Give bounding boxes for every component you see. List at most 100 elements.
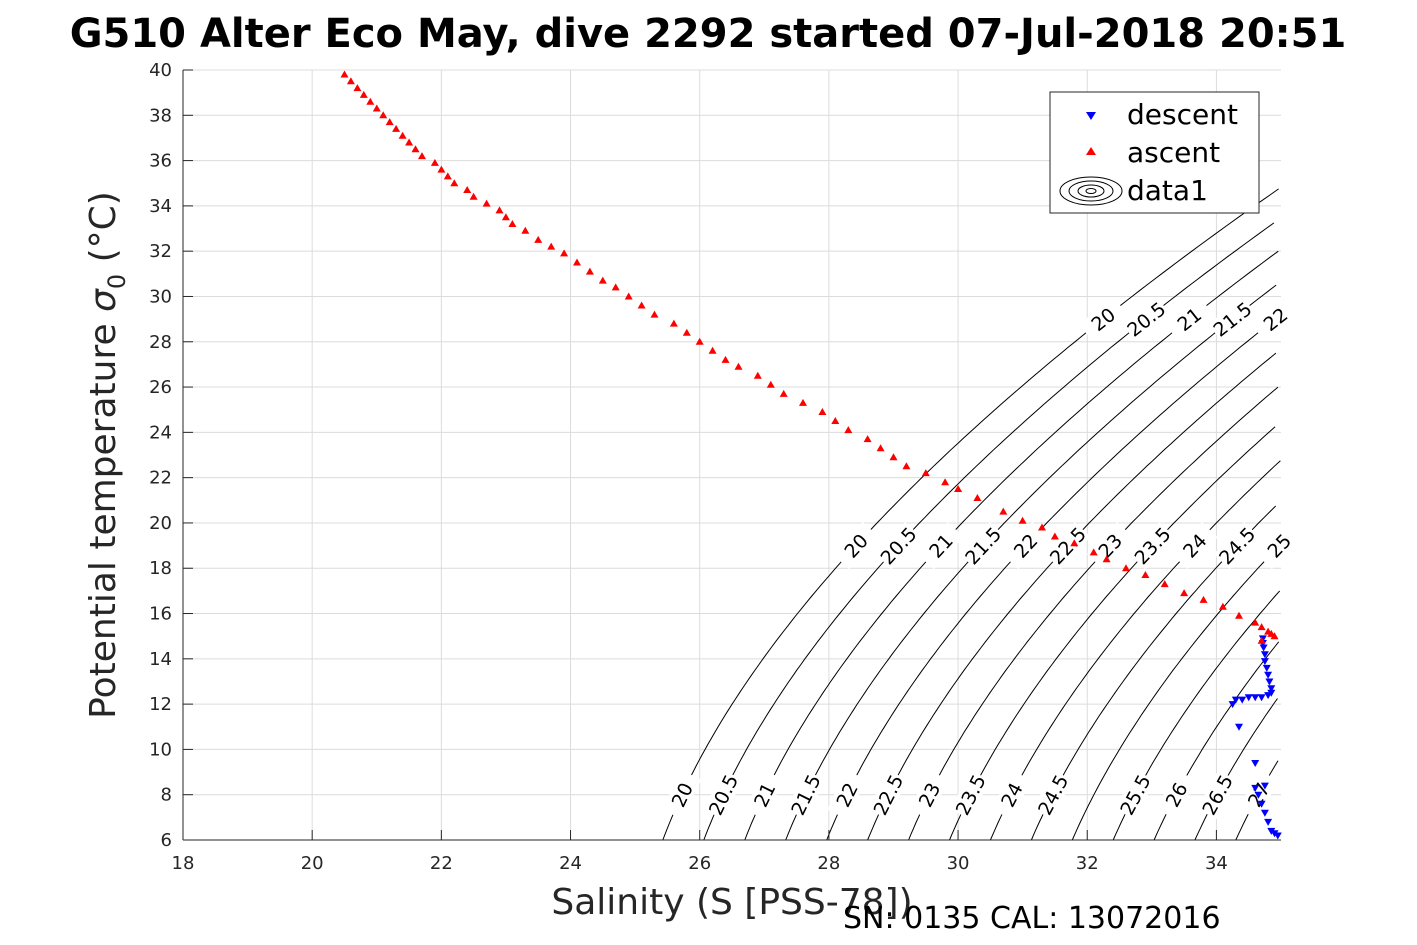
ascent-point-73 bbox=[1257, 636, 1266, 644]
contour-line-3 bbox=[785, 284, 1277, 841]
legend-ascent-marker bbox=[1086, 147, 1096, 155]
ascent-point-26 bbox=[560, 249, 569, 257]
contour-label-bg bbox=[827, 770, 867, 820]
y-tick-label-17: 40 bbox=[149, 60, 172, 81]
descent-point-16 bbox=[1257, 694, 1266, 702]
contour-label-bg bbox=[875, 521, 922, 570]
ascent-point-18 bbox=[469, 192, 478, 200]
x-tick-label-2: 22 bbox=[430, 853, 453, 874]
ascent-point-70 bbox=[1257, 623, 1266, 631]
footer-serial-calibration: SN: 0135 CAL: 13072016 bbox=[843, 901, 1221, 936]
legend-data1-label: data1 bbox=[1127, 174, 1208, 207]
y-tick-label-1: 8 bbox=[161, 785, 172, 806]
descent-point-8 bbox=[1260, 782, 1269, 790]
chart-title: G510 Alter Eco May, dive 2292 started 07… bbox=[70, 11, 1347, 57]
descent-point-24 bbox=[1260, 651, 1269, 659]
x-tick-label-3: 24 bbox=[559, 853, 582, 874]
y-tick-label-12: 30 bbox=[149, 286, 172, 307]
ascent-point-74 bbox=[1270, 632, 1279, 640]
ascent-point-47 bbox=[863, 435, 872, 443]
ascent-point-0 bbox=[340, 70, 349, 78]
x-tick-label-7: 32 bbox=[1076, 853, 1099, 874]
descent-point-18 bbox=[1267, 689, 1276, 697]
descent-point-6 bbox=[1254, 791, 1263, 799]
ascent-point-68 bbox=[1235, 611, 1243, 619]
contour-label-bg bbox=[1122, 296, 1171, 342]
ascent-point-20 bbox=[495, 206, 504, 214]
contour-label-mid-4: 22 bbox=[1002, 522, 1049, 570]
x-tick-label-0: 18 bbox=[172, 853, 195, 874]
descent-point-22 bbox=[1262, 664, 1271, 672]
ascent-point-36 bbox=[695, 337, 704, 345]
descent-point-4 bbox=[1260, 809, 1269, 817]
ascent-series bbox=[340, 70, 1279, 644]
y-axis-label-unit: (°C) bbox=[83, 191, 124, 274]
contour-label-bg bbox=[868, 770, 908, 820]
ascent-point-24 bbox=[534, 235, 543, 243]
ascent-point-62 bbox=[1122, 564, 1130, 572]
ascent-point-59 bbox=[1070, 539, 1079, 547]
y-tick-label-7: 20 bbox=[149, 513, 172, 534]
contour-label-bg bbox=[662, 770, 702, 820]
descent-point-14 bbox=[1244, 694, 1253, 702]
y-tick-label-8: 22 bbox=[149, 468, 172, 489]
ascent-point-45 bbox=[831, 417, 840, 424]
x-tick-label-5: 28 bbox=[817, 853, 840, 874]
ascent-point-63 bbox=[1141, 571, 1150, 578]
contour-label-bg bbox=[1255, 522, 1303, 570]
ascent-point-65 bbox=[1180, 589, 1189, 597]
x-tick-label-6: 30 bbox=[947, 853, 970, 874]
ascent-point-17 bbox=[463, 186, 472, 193]
descent-series bbox=[1228, 635, 1282, 840]
y-axis-label: Potential temperature σ0 (°C) bbox=[83, 191, 131, 719]
ascent-point-12 bbox=[418, 152, 426, 160]
ascent-point-50 bbox=[902, 462, 911, 470]
y-tick-label-4: 14 bbox=[149, 649, 172, 670]
ascent-point-66 bbox=[1199, 595, 1208, 603]
ascent-point-39 bbox=[734, 362, 743, 370]
ascent-point-33 bbox=[650, 310, 659, 318]
x-tick-label-4: 26 bbox=[688, 853, 711, 874]
ascent-point-30 bbox=[611, 283, 620, 291]
y-tick-label-3: 12 bbox=[149, 694, 172, 715]
contour-label-bg bbox=[1156, 770, 1197, 820]
contour-label-bg bbox=[950, 770, 991, 820]
contour-label-bg bbox=[1044, 522, 1091, 570]
contour-line-10 bbox=[1071, 545, 1280, 841]
descent-point-13 bbox=[1238, 696, 1247, 704]
contour-label-bg bbox=[1032, 770, 1073, 820]
axes-frame bbox=[182, 70, 1281, 841]
legend-box bbox=[1049, 91, 1260, 214]
y-axis-label-subscript: 0 bbox=[103, 274, 131, 289]
ascent-point-43 bbox=[799, 398, 807, 406]
ascent-point-51 bbox=[921, 469, 930, 477]
descent-point-7 bbox=[1251, 784, 1260, 792]
ascent-point-61 bbox=[1102, 555, 1111, 563]
ascent-point-32 bbox=[637, 301, 646, 309]
y-tick-label-14: 34 bbox=[149, 196, 172, 217]
contour-label-bg bbox=[1208, 296, 1257, 342]
contour-label-bg bbox=[1197, 770, 1238, 820]
descent-point-15 bbox=[1251, 694, 1260, 702]
x-tick-label-1: 20 bbox=[301, 853, 324, 874]
ascent-point-38 bbox=[721, 355, 730, 363]
descent-point-25 bbox=[1259, 644, 1268, 652]
descent-point-10 bbox=[1235, 723, 1243, 731]
contour-label-bg bbox=[1002, 522, 1049, 570]
contour-label-bg bbox=[832, 521, 879, 570]
ascent-point-3 bbox=[359, 90, 368, 98]
ascent-point-7 bbox=[385, 118, 394, 126]
ascent-point-67 bbox=[1218, 602, 1227, 610]
y-tick-label-13: 32 bbox=[149, 241, 172, 262]
ascent-point-58 bbox=[1050, 532, 1059, 540]
ascent-point-25 bbox=[547, 242, 556, 250]
y-tick-label-9: 24 bbox=[149, 422, 172, 443]
y-tick-label-0: 6 bbox=[161, 830, 172, 851]
descent-point-27 bbox=[1258, 635, 1267, 643]
ascent-point-9 bbox=[398, 131, 407, 139]
ascent-point-29 bbox=[598, 276, 607, 284]
ascent-point-55 bbox=[999, 507, 1008, 515]
descent-point-19 bbox=[1267, 685, 1276, 693]
descent-point-5 bbox=[1257, 800, 1266, 808]
contour-line-13 bbox=[1194, 698, 1278, 841]
